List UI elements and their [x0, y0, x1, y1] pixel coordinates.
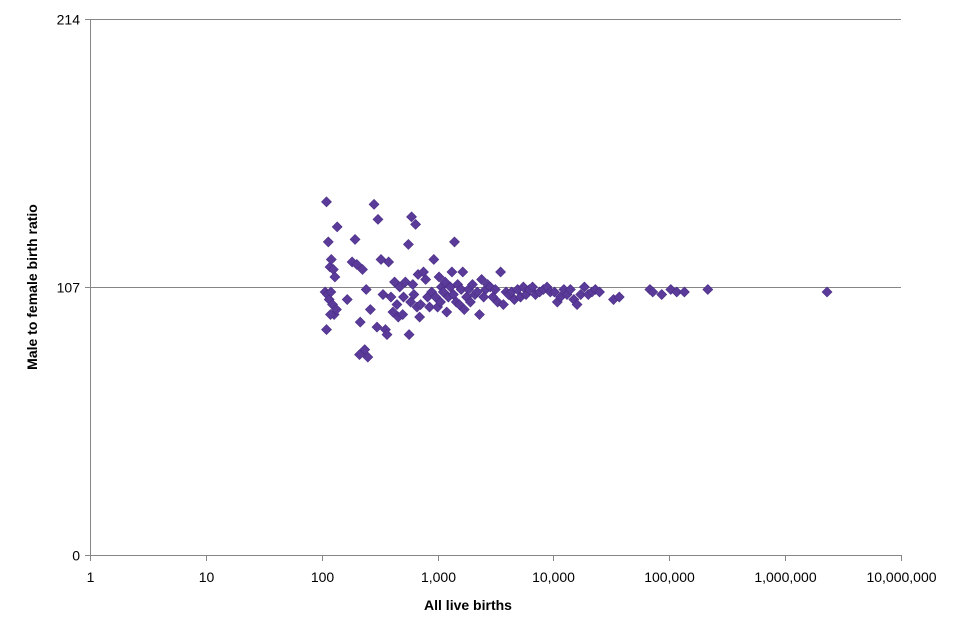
data-point: [446, 266, 458, 278]
x-tick-labels: 1 10 100 1,000 10,000 100,000 1,000,000 10,000,…: [87, 569, 937, 585]
data-point: [371, 321, 383, 333]
y-tick-labels: 0 107 214: [57, 12, 81, 564]
data-point: [455, 284, 467, 295]
data-point: [368, 198, 380, 210]
data-point: [357, 264, 368, 275]
data-point: [325, 286, 337, 298]
data-point: [476, 274, 488, 285]
data-point: [441, 306, 453, 318]
gridlines: [90, 19, 901, 288]
data-point: [435, 296, 446, 308]
data-point: [449, 236, 460, 248]
x-tick-label: 10,000,000: [866, 569, 936, 585]
data-point: [397, 309, 409, 320]
data-point: [671, 286, 683, 298]
data-point: [331, 304, 342, 315]
x-axis-title: All live births: [424, 597, 512, 613]
data-point: [656, 289, 668, 300]
data-point: [407, 279, 419, 290]
data-point: [527, 281, 538, 293]
data-point: [405, 296, 417, 308]
data-point: [549, 286, 560, 298]
data-points: [319, 196, 833, 363]
data-point: [575, 289, 587, 300]
data-point: [383, 256, 395, 268]
data-point: [381, 329, 393, 341]
data-point: [420, 274, 432, 285]
data-point: [415, 299, 427, 310]
data-point: [474, 309, 485, 320]
data-point: [464, 296, 476, 308]
data-point: [349, 233, 361, 245]
data-point: [385, 291, 397, 303]
data-point: [398, 291, 409, 303]
data-point: [322, 236, 334, 248]
data-point: [331, 221, 343, 233]
data-point: [364, 304, 376, 315]
data-point: [578, 281, 590, 293]
data-point: [394, 281, 406, 293]
data-point: [467, 279, 478, 290]
data-point: [471, 286, 483, 298]
data-point: [821, 286, 833, 298]
y-tick-label: 214: [57, 12, 81, 28]
data-point: [325, 254, 337, 265]
data-point: [377, 289, 389, 300]
data-point: [354, 316, 366, 328]
data-point: [329, 271, 341, 283]
data-point: [321, 196, 332, 208]
axes: [85, 19, 902, 561]
data-point: [613, 291, 625, 303]
data-point: [428, 254, 440, 265]
data-point: [495, 266, 507, 278]
data-point: [489, 284, 501, 295]
data-point: [321, 324, 332, 336]
y-axis-title: Male to female birth ratio: [24, 204, 40, 370]
data-point: [402, 238, 414, 250]
x-tick-label: 1,000: [421, 569, 456, 585]
x-tick-label: 1,000,000: [754, 569, 816, 585]
data-point: [403, 329, 415, 341]
data-point: [497, 299, 509, 310]
data-point: [678, 286, 690, 298]
data-point: [458, 304, 470, 315]
data-point: [406, 211, 417, 223]
data-point: [408, 289, 420, 300]
data-point: [325, 309, 336, 320]
x-tick-label: 100: [311, 569, 335, 585]
x-tick-label: 1: [87, 569, 95, 585]
data-point: [410, 218, 422, 230]
data-point: [362, 351, 374, 363]
data-point: [594, 286, 605, 298]
data-point: [457, 266, 469, 278]
data-point: [702, 284, 714, 295]
data-point: [424, 301, 435, 313]
data-point: [360, 284, 372, 295]
data-point: [341, 294, 353, 305]
data-point: [647, 286, 659, 298]
data-point: [391, 299, 403, 310]
x-tick-label: 10: [199, 569, 215, 585]
x-tick-label: 100,000: [644, 569, 695, 585]
x-tick-label: 10,000: [532, 569, 575, 585]
data-point: [571, 299, 583, 310]
data-point: [414, 311, 426, 323]
data-point: [478, 291, 490, 303]
data-point: [359, 344, 371, 356]
data-point: [564, 284, 576, 295]
y-tick-label: 0: [72, 548, 80, 564]
data-point: [351, 259, 363, 270]
y-tick-label: 107: [57, 280, 81, 296]
data-point: [372, 213, 384, 225]
data-point: [433, 271, 445, 283]
